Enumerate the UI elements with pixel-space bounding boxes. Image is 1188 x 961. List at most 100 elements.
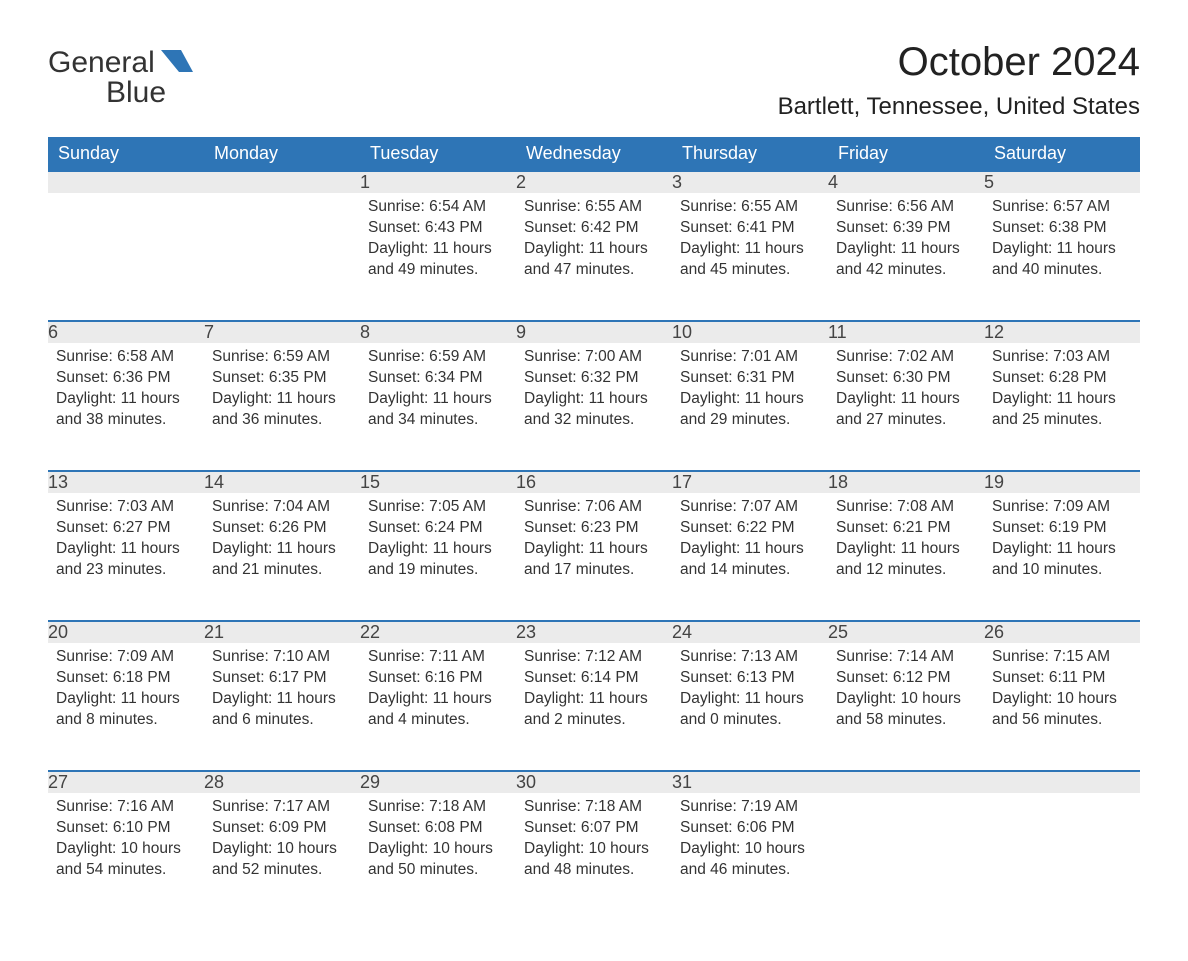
day-details: Sunrise: 7:10 AMSunset: 6:17 PMDaylight:… [204,643,360,739]
day-cell: Sunrise: 7:01 AMSunset: 6:31 PMDaylight:… [672,343,828,471]
daylight-line-1: Daylight: 11 hours [524,539,664,560]
day-cell: Sunrise: 7:16 AMSunset: 6:10 PMDaylight:… [48,793,204,921]
day-body-row: Sunrise: 6:54 AMSunset: 6:43 PMDaylight:… [48,193,1140,321]
day-details: Sunrise: 6:59 AMSunset: 6:34 PMDaylight:… [360,343,516,439]
day-number: 9 [516,321,672,343]
weekday-header: Monday [204,137,360,171]
sunrise-line: Sunrise: 6:59 AM [212,347,352,368]
daylight-line-2: and 34 minutes. [368,410,508,431]
day-details: Sunrise: 6:56 AMSunset: 6:39 PMDaylight:… [828,193,984,289]
day-details: Sunrise: 7:09 AMSunset: 6:18 PMDaylight:… [48,643,204,739]
daylight-line-2: and 52 minutes. [212,860,352,881]
empty-day-cell [984,793,1140,921]
sunrise-line: Sunrise: 7:03 AM [992,347,1132,368]
day-number: 4 [828,171,984,193]
daylight-line-2: and 54 minutes. [56,860,196,881]
daylight-line-2: and 49 minutes. [368,260,508,281]
daylight-line-1: Daylight: 11 hours [836,239,976,260]
day-number: 7 [204,321,360,343]
day-cell: Sunrise: 6:55 AMSunset: 6:41 PMDaylight:… [672,193,828,321]
sunrise-line: Sunrise: 7:12 AM [524,647,664,668]
daylight-line-2: and 45 minutes. [680,260,820,281]
sunset-line: Sunset: 6:27 PM [56,518,196,539]
sunset-line: Sunset: 6:31 PM [680,368,820,389]
day-number: 5 [984,171,1140,193]
daylight-line-1: Daylight: 11 hours [680,539,820,560]
day-number: 29 [360,771,516,793]
sunrise-line: Sunrise: 7:16 AM [56,797,196,818]
logo: General Blue [48,48,193,108]
day-cell: Sunrise: 7:13 AMSunset: 6:13 PMDaylight:… [672,643,828,771]
daylight-line-1: Daylight: 10 hours [680,839,820,860]
day-number: 30 [516,771,672,793]
daylight-line-2: and 12 minutes. [836,560,976,581]
sunrise-line: Sunrise: 7:15 AM [992,647,1132,668]
daylight-line-2: and 25 minutes. [992,410,1132,431]
sunrise-line: Sunrise: 7:18 AM [368,797,508,818]
day-details: Sunrise: 7:18 AMSunset: 6:07 PMDaylight:… [516,793,672,889]
day-details: Sunrise: 7:15 AMSunset: 6:11 PMDaylight:… [984,643,1140,739]
daylight-line-2: and 4 minutes. [368,710,508,731]
daylight-line-1: Daylight: 11 hours [836,539,976,560]
day-number: 11 [828,321,984,343]
daylight-line-1: Daylight: 10 hours [992,689,1132,710]
sunset-line: Sunset: 6:23 PM [524,518,664,539]
day-details: Sunrise: 7:12 AMSunset: 6:14 PMDaylight:… [516,643,672,739]
day-body-row: Sunrise: 7:03 AMSunset: 6:27 PMDaylight:… [48,493,1140,621]
logo-flag-icon [161,50,193,77]
day-number: 20 [48,621,204,643]
sunset-line: Sunset: 6:39 PM [836,218,976,239]
day-details: Sunrise: 6:55 AMSunset: 6:42 PMDaylight:… [516,193,672,289]
day-number: 17 [672,471,828,493]
daylight-line-1: Daylight: 11 hours [368,389,508,410]
daylight-line-1: Daylight: 10 hours [524,839,664,860]
month-title: October 2024 [778,40,1140,85]
daylight-line-1: Daylight: 11 hours [212,389,352,410]
day-details: Sunrise: 7:02 AMSunset: 6:30 PMDaylight:… [828,343,984,439]
empty-day-number [828,771,984,793]
day-number: 15 [360,471,516,493]
daylight-line-1: Daylight: 11 hours [992,389,1132,410]
day-details: Sunrise: 7:17 AMSunset: 6:09 PMDaylight:… [204,793,360,889]
day-cell: Sunrise: 7:11 AMSunset: 6:16 PMDaylight:… [360,643,516,771]
day-cell: Sunrise: 7:18 AMSunset: 6:07 PMDaylight:… [516,793,672,921]
daylight-line-2: and 32 minutes. [524,410,664,431]
daylight-line-1: Daylight: 11 hours [836,389,976,410]
daylight-line-1: Daylight: 10 hours [56,839,196,860]
day-cell: Sunrise: 7:07 AMSunset: 6:22 PMDaylight:… [672,493,828,621]
daylight-line-1: Daylight: 11 hours [56,689,196,710]
daylight-line-2: and 2 minutes. [524,710,664,731]
sunset-line: Sunset: 6:21 PM [836,518,976,539]
day-details: Sunrise: 7:04 AMSunset: 6:26 PMDaylight:… [204,493,360,589]
weekday-header: Saturday [984,137,1140,171]
title-block: October 2024 Bartlett, Tennessee, United… [778,40,1140,133]
sunset-line: Sunset: 6:11 PM [992,668,1132,689]
sunrise-line: Sunrise: 7:01 AM [680,347,820,368]
daylight-line-2: and 48 minutes. [524,860,664,881]
daylight-line-1: Daylight: 11 hours [680,389,820,410]
day-cell: Sunrise: 7:04 AMSunset: 6:26 PMDaylight:… [204,493,360,621]
weekday-header: Sunday [48,137,204,171]
daylight-line-1: Daylight: 11 hours [524,689,664,710]
sunrise-line: Sunrise: 6:59 AM [368,347,508,368]
empty-day-number [48,171,204,193]
sunrise-line: Sunrise: 6:55 AM [680,197,820,218]
sunrise-line: Sunrise: 7:02 AM [836,347,976,368]
sunset-line: Sunset: 6:41 PM [680,218,820,239]
daylight-line-1: Daylight: 11 hours [368,689,508,710]
sunrise-line: Sunrise: 6:58 AM [56,347,196,368]
day-cell: Sunrise: 7:00 AMSunset: 6:32 PMDaylight:… [516,343,672,471]
sunrise-line: Sunrise: 7:08 AM [836,497,976,518]
sunrise-line: Sunrise: 6:55 AM [524,197,664,218]
daylight-line-1: Daylight: 11 hours [212,689,352,710]
day-number-row: 2728293031 [48,771,1140,793]
sunset-line: Sunset: 6:07 PM [524,818,664,839]
daylight-line-2: and 23 minutes. [56,560,196,581]
day-body-row: Sunrise: 7:09 AMSunset: 6:18 PMDaylight:… [48,643,1140,771]
day-cell: Sunrise: 6:54 AMSunset: 6:43 PMDaylight:… [360,193,516,321]
sunrise-line: Sunrise: 7:00 AM [524,347,664,368]
day-details: Sunrise: 6:57 AMSunset: 6:38 PMDaylight:… [984,193,1140,289]
day-cell: Sunrise: 7:14 AMSunset: 6:12 PMDaylight:… [828,643,984,771]
header-bar: General Blue October 2024 Bartlett, Tenn… [48,40,1140,133]
daylight-line-2: and 46 minutes. [680,860,820,881]
